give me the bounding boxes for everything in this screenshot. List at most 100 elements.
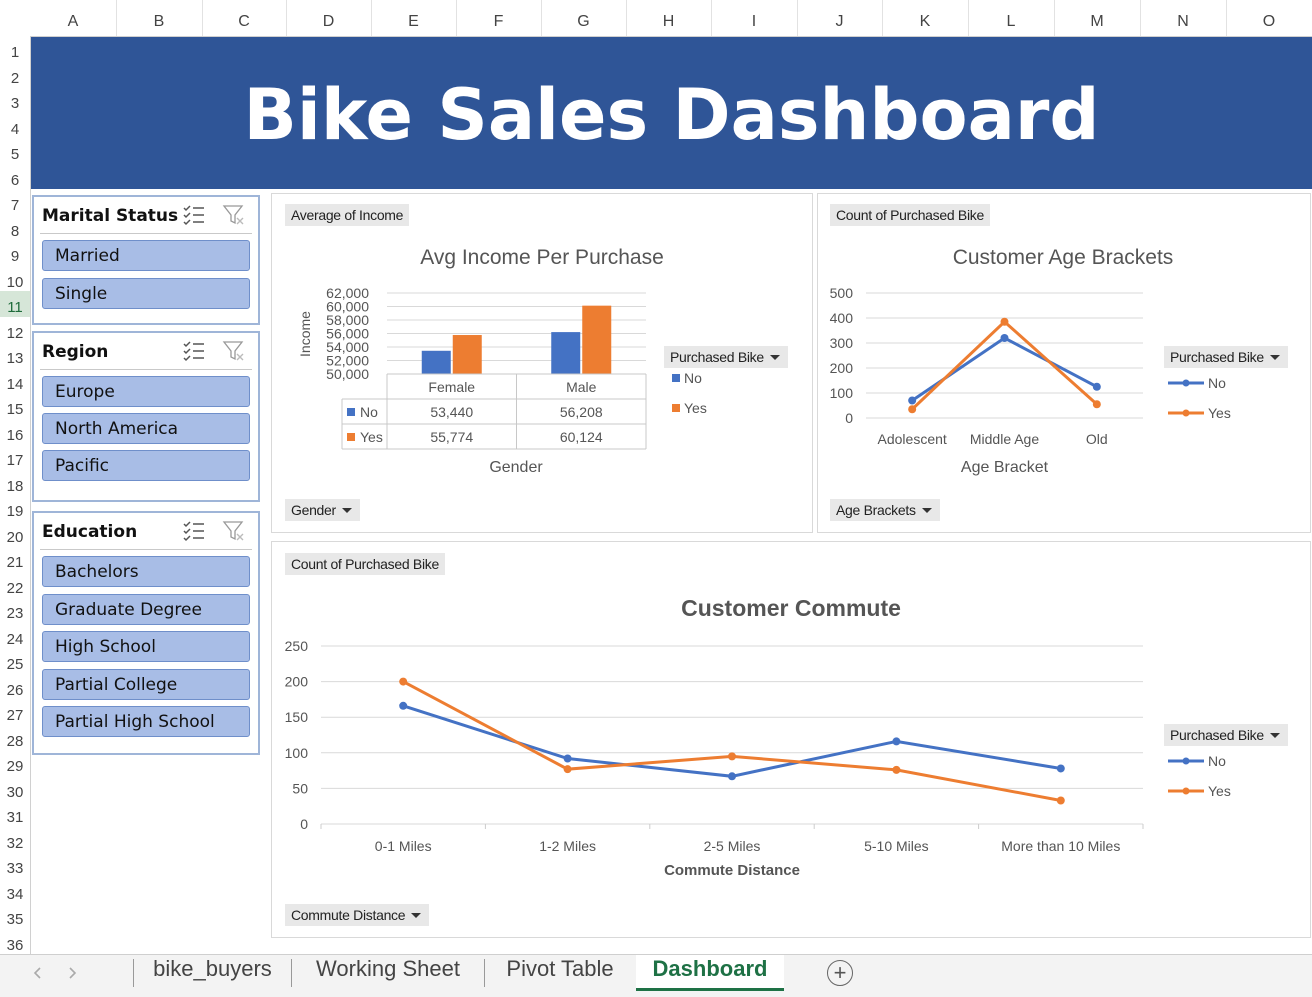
row-header[interactable]: 5 [10,146,20,163]
row-header[interactable]: 23 [6,605,24,622]
row-header[interactable]: 14 [6,375,24,393]
row-header[interactable]: 36 [6,936,24,954]
slicer-item-pacific[interactable]: Pacific [42,450,250,481]
row-header[interactable]: 18 [6,477,24,495]
slicer-item-bachelors[interactable]: Bachelors [42,556,250,587]
slicer-item-partial-college[interactable]: Partial College [42,669,250,700]
row-header[interactable]: 13 [6,350,24,367]
value-field-button[interactable]: Average of Income [285,204,410,226]
axis-field-button[interactable]: Age Brackets [830,499,940,521]
slicer-education[interactable]: Education Bachelors Graduate Degree High… [32,511,260,755]
row-header[interactable]: 33 [6,860,24,877]
axis-field-button[interactable]: Gender [285,499,360,521]
column-header[interactable]: I [711,0,798,36]
slicer-item-single[interactable]: Single [42,278,250,309]
tab-dashboard[interactable]: Dashboard [636,955,784,991]
row-header[interactable]: 28 [6,732,24,750]
tab-bike-buyers[interactable]: bike_buyers [153,956,272,981]
legend-label: Yes [1208,783,1231,799]
value-field-button[interactable]: Count of Purchased Bike [285,553,445,575]
slicer-region[interactable]: Region Europe North America Pacific [32,331,260,502]
row-header[interactable]: 27 [6,707,24,724]
row-header[interactable]: 24 [6,630,24,648]
column-header[interactable]: L [968,0,1055,36]
legend-marker-no [1182,379,1190,387]
legend-field-button[interactable]: Purchased Bike [1164,346,1288,368]
slicer-item-partial-high-school[interactable]: Partial High School [42,706,250,737]
slicer-item-north-america[interactable]: North America [42,413,250,444]
column-header[interactable]: N [1140,0,1227,36]
row-header[interactable]: 31 [6,809,24,826]
row-header[interactable]: 9 [10,248,20,265]
y-tick-label: 400 [830,310,854,326]
slicer-item-high-school[interactable]: High School [42,631,250,662]
row-header[interactable]: 35 [6,911,24,928]
column-header[interactable]: M [1054,0,1141,36]
chart-panel-income[interactable]: Average of Income Purchased Bike Gender … [271,193,813,533]
row-header[interactable]: 19 [6,503,24,520]
slicer-item-europe[interactable]: Europe [42,376,250,407]
scroll-left-icon[interactable] [30,965,44,981]
row-header[interactable]: 11 [0,291,30,317]
axis-field-button[interactable]: Commute Distance [285,904,430,926]
column-header[interactable]: B [116,0,203,36]
column-header[interactable]: A [30,0,117,36]
column-header[interactable]: G [541,0,627,36]
slicer-marital-status[interactable]: Marital Status Married Single [32,195,260,325]
row-header[interactable]: 8 [10,222,20,240]
multi-select-icon[interactable] [182,339,206,363]
row-header[interactable]: 26 [6,681,24,699]
clear-filter-icon[interactable] [222,339,246,363]
column-header[interactable]: E [371,0,457,36]
legend-field-button[interactable]: Purchased Bike [1164,724,1288,746]
chart-panel-commute[interactable]: Count of Purchased Bike Purchased Bike C… [271,541,1311,938]
clear-filter-icon[interactable] [222,519,246,543]
legend-marker-yes [1182,409,1190,417]
point-yes [908,405,917,414]
tab-working-sheet[interactable]: Working Sheet [316,956,460,981]
row-header[interactable]: 15 [6,401,24,418]
column-header[interactable]: F [456,0,542,36]
chart-panel-age[interactable]: Count of Purchased Bike Purchased Bike A… [817,193,1311,533]
point-no [563,754,572,763]
row-header[interactable]: 1 [10,44,20,61]
row-header[interactable]: 25 [6,656,24,673]
bar-yes-female [452,335,482,374]
column-header[interactable]: C [202,0,287,36]
clear-filter-icon[interactable] [222,203,246,227]
table-series-label: Yes [360,429,383,445]
column-header[interactable]: H [626,0,712,36]
row-header[interactable]: 34 [6,885,24,903]
column-header[interactable]: D [286,0,372,36]
row-header[interactable]: 10 [6,273,24,291]
row-header[interactable]: 22 [6,579,24,597]
row-header[interactable]: 16 [6,426,24,444]
slicer-item-graduate-degree[interactable]: Graduate Degree [42,594,250,625]
row-header[interactable]: 12 [6,324,24,342]
row-header[interactable]: 7 [10,197,20,214]
slicer-item-married[interactable]: Married [42,240,250,271]
column-header[interactable]: J [797,0,883,36]
row-header[interactable]: 29 [6,758,24,775]
tab-pivot-table[interactable]: Pivot Table [506,956,614,981]
value-field-button[interactable]: Count of Purchased Bike [830,204,990,226]
row-header[interactable]: 30 [6,783,24,801]
row-header[interactable]: 3 [10,95,20,112]
chart-title: Customer Age Brackets [953,246,1174,269]
row-header[interactable]: 6 [10,171,20,189]
legend-field-button[interactable]: Purchased Bike [664,346,788,368]
row-header[interactable]: 32 [6,834,24,852]
row-header[interactable]: 17 [6,452,24,469]
row-header[interactable]: 20 [6,528,24,546]
add-sheet-icon[interactable]: + [827,960,853,986]
scroll-right-icon[interactable] [66,965,80,981]
multi-select-icon[interactable] [182,203,206,227]
column-header[interactable]: K [882,0,969,36]
row-header[interactable]: 21 [6,554,24,571]
multi-select-icon[interactable] [182,519,206,543]
point-no [399,701,408,710]
row-header[interactable]: 4 [10,120,20,138]
column-header[interactable]: O [1226,0,1312,36]
row-header[interactable]: 2 [10,69,20,87]
